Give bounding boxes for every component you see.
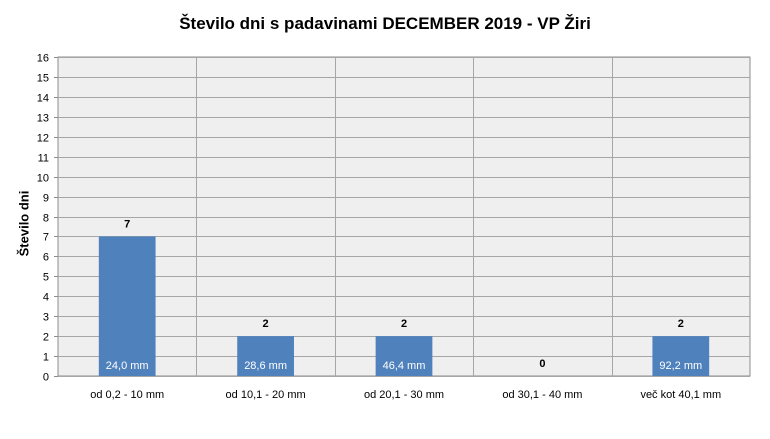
x-tick-label: več kot 40,1 mm <box>640 389 721 401</box>
x-tick-label: od 0,2 - 10 mm <box>90 389 164 401</box>
plot-area <box>57 56 751 377</box>
bar <box>652 336 710 376</box>
bar-amount-label: 46,4 mm <box>383 360 426 372</box>
y-tick-label: 12 <box>37 133 49 145</box>
y-tick-label: 5 <box>43 272 49 284</box>
x-tick-label: od 30,1 - 40 mm <box>502 389 582 401</box>
bar <box>375 336 433 376</box>
y-tick-label: 10 <box>37 173 49 185</box>
y-tick-label: 6 <box>43 252 49 264</box>
data-label: 2 <box>401 318 407 330</box>
y-tick-label: 7 <box>43 232 49 244</box>
bar-amount-label: 92,2 mm <box>659 360 702 372</box>
y-tick-label: 16 <box>37 53 49 65</box>
y-tick-label: 15 <box>37 73 49 85</box>
x-tick-label: od 20,1 - 30 mm <box>364 389 444 401</box>
y-tick-label: 9 <box>43 193 49 205</box>
y-tick-label: 3 <box>43 312 49 324</box>
y-tick-label: 11 <box>38 153 49 165</box>
y-tick-label: 8 <box>43 213 49 225</box>
x-tick-label: od 10,1 - 20 mm <box>226 389 306 401</box>
bar <box>237 336 294 376</box>
bar-amount-label: 28,6 mm <box>244 360 287 372</box>
data-label: 2 <box>678 318 684 330</box>
data-label: 0 <box>539 358 545 370</box>
chart-title: Število dni s padavinami DECEMBER 2019 -… <box>179 14 591 33</box>
y-tick-label: 0 <box>43 372 49 384</box>
bar <box>98 236 156 376</box>
y-tick-label: 2 <box>43 332 49 344</box>
bar-amount-label: 24,0 mm <box>106 360 149 372</box>
y-tick-label: 4 <box>43 292 49 304</box>
y-tick-label: 13 <box>37 113 49 125</box>
data-label: 7 <box>124 218 130 230</box>
data-label: 2 <box>263 318 269 330</box>
y-tick-label: 14 <box>37 93 49 105</box>
y-tick-label: 1 <box>43 352 49 364</box>
